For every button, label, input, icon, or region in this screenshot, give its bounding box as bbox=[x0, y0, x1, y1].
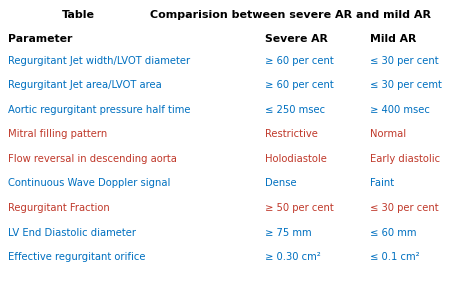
Text: ≤ 0.1 cm²: ≤ 0.1 cm² bbox=[370, 252, 419, 262]
Text: ≤ 30 per cent: ≤ 30 per cent bbox=[370, 203, 439, 213]
Text: Severe AR: Severe AR bbox=[265, 34, 328, 44]
Text: Comparision between severe AR and mild AR: Comparision between severe AR and mild A… bbox=[150, 10, 431, 20]
Text: Table: Table bbox=[62, 10, 95, 20]
Text: Mitral filling pattern: Mitral filling pattern bbox=[8, 130, 107, 139]
Text: Regurgitant Fraction: Regurgitant Fraction bbox=[8, 203, 110, 213]
Text: ≥ 400 msec: ≥ 400 msec bbox=[370, 105, 430, 115]
Text: ≥ 0.30 cm²: ≥ 0.30 cm² bbox=[265, 252, 321, 262]
Text: ≤ 30 per cemt: ≤ 30 per cemt bbox=[370, 80, 442, 91]
Text: Normal: Normal bbox=[370, 130, 406, 139]
Text: Faint: Faint bbox=[370, 179, 394, 189]
Text: Effective regurgitant orifice: Effective regurgitant orifice bbox=[8, 252, 145, 262]
Text: ≥ 50 per cent: ≥ 50 per cent bbox=[265, 203, 334, 213]
Text: Restrictive: Restrictive bbox=[265, 130, 318, 139]
Text: Mild AR: Mild AR bbox=[370, 34, 417, 44]
Text: ≥ 60 per cent: ≥ 60 per cent bbox=[265, 80, 334, 91]
Text: ≤ 250 msec: ≤ 250 msec bbox=[265, 105, 325, 115]
Text: Regurgitant Jet width/LVOT diameter: Regurgitant Jet width/LVOT diameter bbox=[8, 56, 190, 66]
Text: ≥ 60 per cent: ≥ 60 per cent bbox=[265, 56, 334, 66]
Text: Flow reversal in descending aorta: Flow reversal in descending aorta bbox=[8, 154, 177, 164]
Text: ≤ 30 per cent: ≤ 30 per cent bbox=[370, 56, 439, 66]
Text: Early diastolic: Early diastolic bbox=[370, 154, 440, 164]
Text: Parameter: Parameter bbox=[8, 34, 72, 44]
Text: Holodiastole: Holodiastole bbox=[265, 154, 327, 164]
Text: Regurgitant Jet area/LVOT area: Regurgitant Jet area/LVOT area bbox=[8, 80, 162, 91]
Text: Continuous Wave Doppler signal: Continuous Wave Doppler signal bbox=[8, 179, 171, 189]
Text: ≤ 60 mm: ≤ 60 mm bbox=[370, 227, 417, 237]
Text: Aortic regurgitant pressure half time: Aortic regurgitant pressure half time bbox=[8, 105, 191, 115]
Text: ≥ 75 mm: ≥ 75 mm bbox=[265, 227, 312, 237]
Text: Dense: Dense bbox=[265, 179, 297, 189]
Text: LV End Diastolic diameter: LV End Diastolic diameter bbox=[8, 227, 136, 237]
